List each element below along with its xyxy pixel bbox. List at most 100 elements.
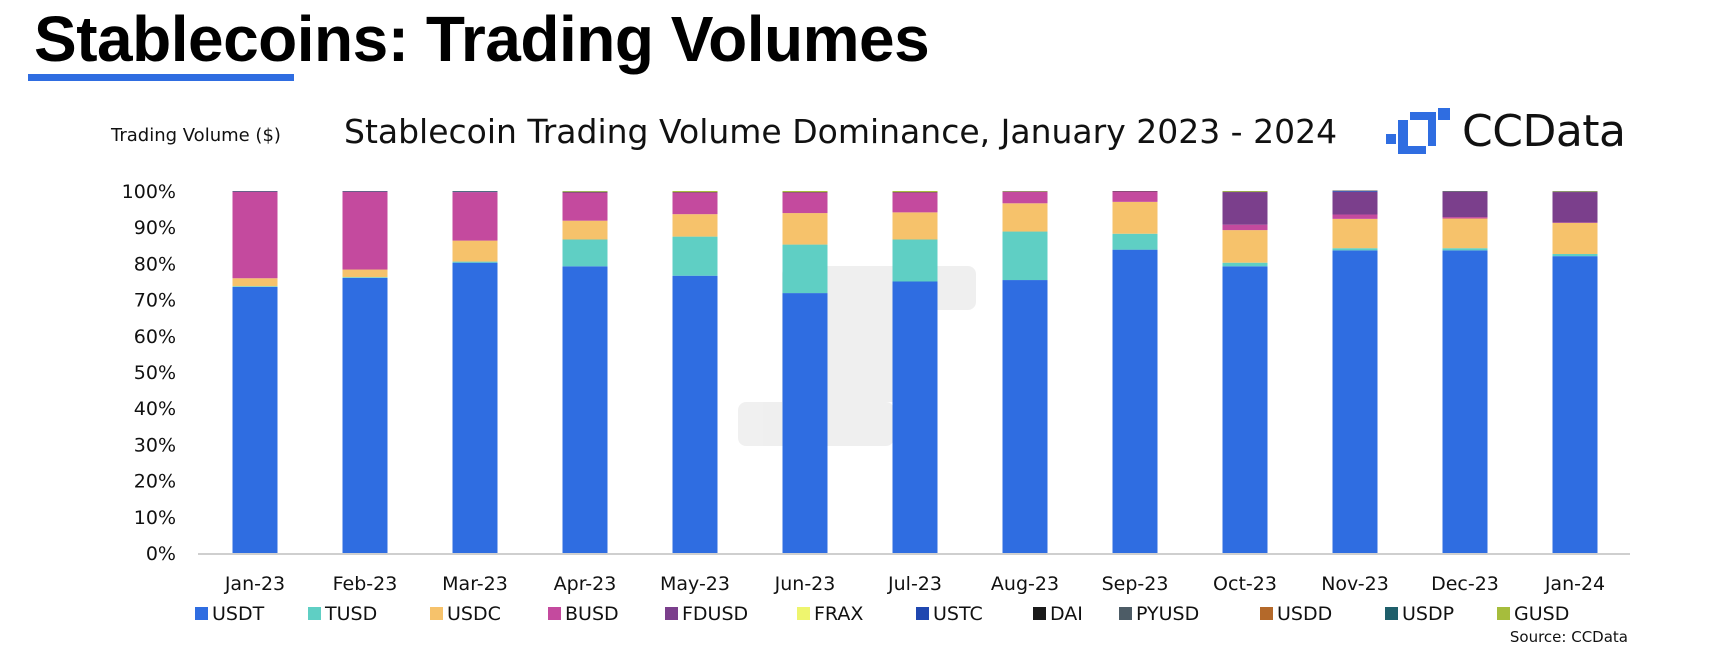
bar-column-jun-23 — [782, 191, 828, 553]
bar-column-jul-23 — [892, 191, 938, 553]
legend-swatch — [548, 607, 561, 620]
bar-segment-usdc — [1552, 222, 1598, 254]
bar-segment-busd — [1002, 191, 1048, 204]
y-tick-label: 90% — [134, 217, 176, 239]
legend-label: USTC — [933, 603, 983, 625]
legend-item-usdp: USDP — [1385, 603, 1454, 625]
bar-segment-tusd — [672, 236, 718, 276]
x-tick-label: Sep-23 — [1102, 573, 1169, 595]
legend-label: USDD — [1277, 603, 1332, 625]
bar-column-sep-23 — [1112, 191, 1158, 553]
legend-item-gusd: GUSD — [1497, 603, 1569, 625]
bar-segment-usdc — [562, 220, 608, 240]
bar-segment-gusd — [1222, 191, 1268, 192]
y-axis-label: Trading Volume ($) — [111, 125, 281, 146]
y-tick-label: 70% — [134, 290, 176, 312]
x-tick-label: Apr-23 — [554, 573, 617, 595]
y-tick-label: 40% — [134, 398, 176, 420]
bar-segment-fdusd — [1332, 191, 1378, 215]
bar-segment-usdc — [1442, 218, 1488, 249]
bar-segment-gusd — [782, 191, 828, 193]
slide-title: Stablecoins: Trading Volumes — [34, 3, 930, 75]
y-tick-label: 30% — [134, 434, 176, 456]
legend-item-tusd: TUSD — [308, 603, 377, 625]
legend-item-usdd: USDD — [1260, 603, 1332, 625]
legend-swatch — [1119, 607, 1132, 620]
bar-column-jan-24 — [1552, 191, 1598, 553]
bar-segment-busd — [1222, 224, 1268, 231]
legend: USDT TUSD USDC BUSD FDUSD FRAX USTC DAI PYUSD USD… — [195, 603, 1569, 625]
x-tick-label: Dec-23 — [1431, 573, 1499, 595]
x-tick-label: Jun-23 — [774, 573, 836, 595]
bar-segment-busd — [342, 191, 388, 270]
bar-segment-tusd — [1002, 231, 1048, 281]
bar-segment-gusd — [892, 191, 938, 193]
legend-item-frax: FRAX — [797, 603, 863, 625]
bar-segment-ustc — [1332, 191, 1378, 192]
bar-segment-busd — [1332, 214, 1378, 219]
legend-swatch — [916, 607, 929, 620]
bar-segment-tusd — [1552, 253, 1598, 257]
bar-segment-fdusd — [1222, 192, 1268, 225]
legend-label: FRAX — [814, 603, 863, 625]
y-axis-ticks: 0% 10% 20% 30% 40% 50% 60% 70% 80% 90% 100% — [122, 181, 176, 565]
bars — [232, 190, 1598, 553]
bar-segment-busd — [1112, 191, 1158, 202]
bar-segment-busd — [452, 192, 498, 241]
bar-segment-tusd — [892, 239, 938, 282]
bar-segment-usdt — [1002, 280, 1048, 553]
bar-column-may-23 — [672, 191, 718, 553]
legend-swatch — [308, 607, 321, 620]
bar-segment-tusd — [342, 277, 388, 278]
x-tick-label: May-23 — [660, 573, 730, 595]
bar-segment-usdc — [892, 212, 938, 240]
legend-swatch — [430, 607, 443, 620]
x-tick-label: Aug-23 — [991, 573, 1059, 595]
bar-segment-usdc — [232, 278, 278, 287]
bar-segment-tusd — [1332, 248, 1378, 251]
title-underline — [28, 74, 294, 81]
legend-swatch — [1033, 607, 1046, 620]
y-tick-label: 20% — [134, 471, 176, 493]
y-tick-label: 80% — [134, 253, 176, 275]
bar-segment-usdt — [1222, 266, 1268, 553]
bar-segment-tusd — [232, 286, 278, 287]
bar-segment-usdc — [1112, 201, 1158, 234]
legend-swatch — [195, 607, 208, 620]
legend-swatch — [797, 607, 810, 620]
bar-segment-usdc — [342, 269, 388, 278]
bar-segment-busd — [232, 191, 278, 279]
y-tick-label: 10% — [134, 507, 176, 529]
bar-segment-tusd — [1442, 248, 1488, 251]
bar-segment-usdt — [1332, 250, 1378, 553]
bar-segment-usdt — [342, 277, 388, 553]
bar-segment-tusd — [452, 261, 498, 263]
bar-segment-usdt — [232, 286, 278, 553]
bar-column-feb-23 — [342, 191, 388, 553]
legend-label: GUSD — [1514, 603, 1569, 625]
bar-column-mar-23 — [452, 191, 498, 553]
y-tick-label: 50% — [134, 362, 176, 384]
source-note: Source: CCData — [1509, 628, 1628, 646]
bar-column-jan-23 — [232, 191, 278, 553]
y-tick-label: 60% — [134, 326, 176, 348]
bar-column-oct-23 — [1222, 191, 1268, 553]
bar-segment-gusd — [562, 191, 608, 192]
legend-label: BUSD — [565, 603, 619, 625]
bar-segment-usdc — [1002, 203, 1048, 232]
x-tick-label: Nov-23 — [1321, 573, 1389, 595]
legend-item-ustc: USTC — [916, 603, 983, 625]
legend-label: PYUSD — [1136, 603, 1199, 625]
ccdata-logo: CCData — [1384, 104, 1684, 160]
x-tick-label: Jul-23 — [887, 573, 942, 595]
bar-segment-tusd — [782, 244, 828, 294]
legend-item-dai: DAI — [1033, 603, 1083, 625]
y-tick-label: 100% — [122, 181, 176, 203]
bar-column-dec-23 — [1442, 191, 1488, 553]
legend-item-fdusd: FDUSD — [665, 603, 748, 625]
legend-label: FDUSD — [682, 603, 748, 625]
legend-swatch — [1260, 607, 1273, 620]
x-tick-label: Mar-23 — [442, 573, 508, 595]
x-tick-label: Oct-23 — [1213, 573, 1277, 595]
